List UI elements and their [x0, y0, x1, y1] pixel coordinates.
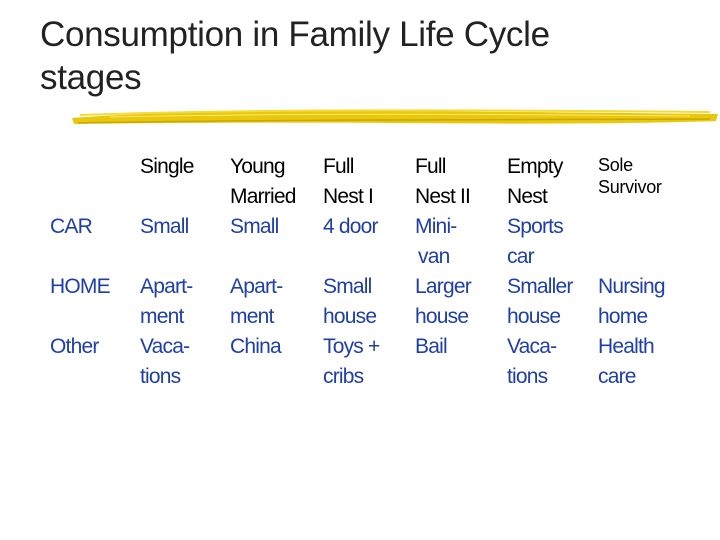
cell-line: ment [230, 305, 274, 328]
column-header-line: Survivor [598, 177, 662, 197]
row-label-car: CAR [50, 215, 93, 238]
cell-line: 4 door [323, 215, 379, 238]
cell-line: Small [140, 215, 189, 238]
cell-line: tions [140, 365, 181, 388]
column-header-young-married: Young Married [230, 152, 296, 212]
cell-home-young-married: Apart- ment [230, 272, 283, 332]
column-header-full-nest-2: Full Nest II [415, 152, 471, 212]
cell-line: Health [598, 335, 655, 358]
cell-home-empty-nest: Smaller house [507, 272, 573, 332]
column-header-line: Sole [598, 155, 633, 175]
cell-line: Sports [507, 215, 564, 238]
cell-other-young-married: China [230, 332, 282, 362]
cell-line: Toys + [323, 335, 380, 358]
cell-line: Nursing [598, 275, 666, 298]
cell-line: Bail [415, 335, 448, 358]
cell-other-single: Vaca- tions [140, 332, 190, 392]
cell-line: house [323, 305, 377, 328]
cell-other-full-nest-1: Toys + cribs [323, 332, 380, 392]
title-underline-brushstroke [72, 109, 718, 124]
cell-home-full-nest-2: Larger house [415, 272, 472, 332]
cell-line: Apart- [230, 275, 283, 298]
cell-car-full-nest-1: 4 door [323, 212, 379, 242]
cell-line: care [598, 365, 636, 388]
title-line-1: Consumption in Family Life Cycle [40, 15, 550, 54]
cell-line: China [230, 335, 282, 358]
cell-other-full-nest-2: Bail [415, 332, 448, 362]
cell-line: cribs [323, 365, 364, 388]
cell-car-single: Small [140, 212, 189, 242]
cell-line: house [415, 305, 469, 328]
cell-car-empty-nest: Sports car [507, 212, 564, 272]
title-line-2: stages [40, 57, 142, 97]
column-header-line: Full [323, 155, 354, 178]
column-header-line: Nest I [323, 185, 374, 208]
cell-line: Small [230, 215, 279, 238]
cell-car-young-married: Small [230, 212, 279, 242]
column-header-empty-nest: Empty Nest [507, 152, 563, 212]
cell-line: Larger [415, 275, 472, 298]
cell-line: Mini- [415, 215, 457, 238]
cell-home-single: Apart- ment [140, 272, 193, 332]
column-header-sole-survivor: Sole Survivor [598, 154, 662, 198]
cell-line: car [507, 245, 535, 268]
cell-line: house [507, 305, 561, 328]
cell-line: home [598, 305, 648, 328]
column-header-line: Empty [507, 155, 563, 178]
cell-other-empty-nest: Vaca- tions [507, 332, 557, 392]
cell-line: van [418, 245, 450, 268]
column-header-full-nest-1: Full Nest I [323, 152, 374, 212]
column-header-line: Single [140, 155, 194, 178]
column-header-line: Nest [507, 185, 548, 208]
cell-other-sole-survivor: Health care [598, 332, 655, 392]
column-header-line: Nest II [415, 185, 471, 208]
cell-car-full-nest-2: Mini- van [415, 212, 457, 272]
cell-line: Vaca- [507, 335, 557, 358]
row-label-other: Other [50, 335, 99, 358]
cell-home-sole-survivor: Nursing home [598, 272, 666, 332]
cell-line: tions [507, 365, 548, 388]
cell-line: Small [323, 275, 372, 298]
column-header-single: Single [140, 152, 194, 182]
column-header-line: Full [415, 155, 446, 178]
cell-line: Vaca- [140, 335, 190, 358]
column-header-line: Young [230, 155, 286, 178]
cell-line: Smaller [507, 275, 573, 298]
slide-title: Consumption in Family Life Cycle stages [40, 14, 680, 99]
row-label-home: HOME [50, 275, 111, 298]
cell-home-full-nest-1: Small house [323, 272, 377, 332]
cell-line: ment [140, 305, 184, 328]
cell-line: Apart- [140, 275, 193, 298]
column-header-line: Married [230, 185, 296, 208]
